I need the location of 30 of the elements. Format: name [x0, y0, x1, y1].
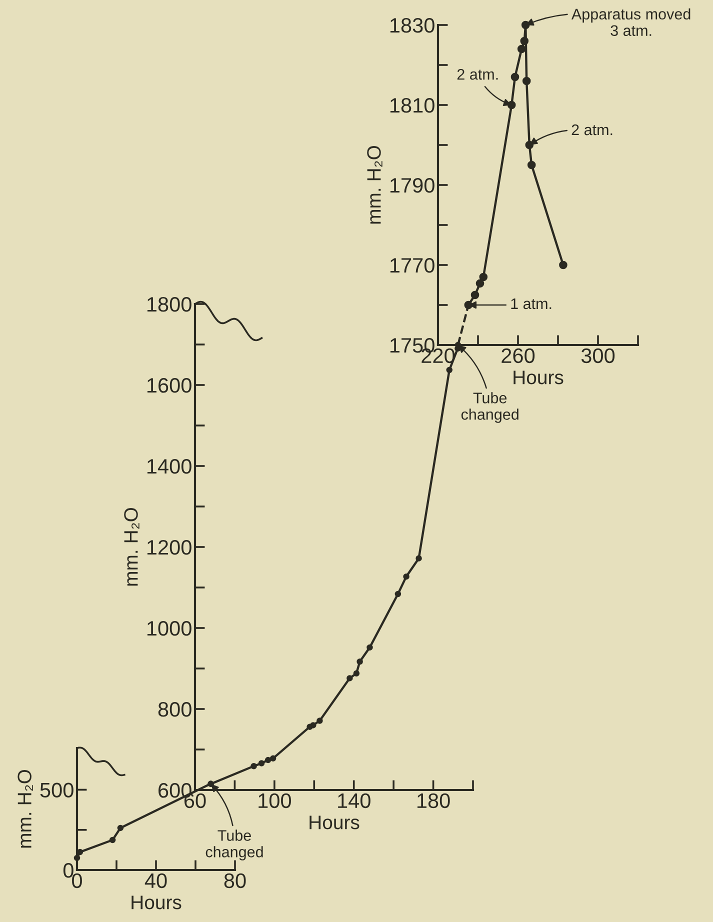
x-tick-label: 80 — [224, 873, 246, 888]
annotation: Tube changed — [461, 392, 518, 423]
y-axis-title: mm. H₂O — [124, 508, 140, 586]
y-tick-label: 800 — [158, 702, 192, 717]
x-tick-label: 260 — [502, 348, 535, 364]
x-tick-label: 100 — [258, 793, 291, 808]
y-tick-label: 1000 — [147, 621, 192, 636]
annotation: Apparatus moved 3 atm. — [571, 8, 690, 36]
y-axis-title: mm. H₂O — [18, 770, 33, 848]
x-tick-label: 140 — [338, 793, 370, 808]
y-tick-label: 1830 — [390, 18, 434, 33]
annotation: 2 atm. — [457, 68, 498, 80]
x-axis-title: Hours — [514, 370, 564, 384]
y-tick-label: 1770 — [390, 258, 434, 273]
x-tick-label: 300 — [581, 348, 615, 364]
x-tick-label: 40 — [144, 873, 167, 888]
y-tick-label: 1800 — [147, 297, 192, 312]
x-tick-label: 180 — [417, 793, 450, 808]
annotation: Tube changed — [206, 830, 263, 860]
y-tick-label: 1400 — [147, 459, 192, 474]
annotation: 2 atm. — [572, 124, 612, 136]
annotation: 1 atm. — [511, 298, 552, 310]
y-tick-label: 500 — [40, 782, 74, 798]
x-axis-title: Hours — [310, 816, 360, 830]
y-axis-title: mm. H₂O — [367, 146, 382, 224]
y-tick-label: 1810 — [390, 98, 434, 113]
y-tick-label: 1790 — [390, 178, 434, 193]
y-tick-label: 1200 — [147, 540, 192, 555]
y-tick-label: 1600 — [147, 378, 192, 393]
x-axis-title: Hours — [132, 896, 182, 910]
